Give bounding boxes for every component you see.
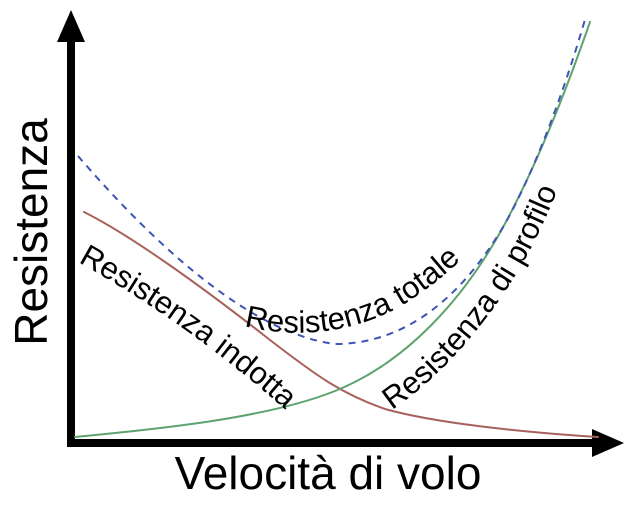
x-axis-label: Velocità di volo: [175, 447, 482, 499]
total-drag-curve: [77, 15, 587, 346]
x-axis-arrowhead-icon: [592, 429, 624, 457]
induced-drag-curve: [83, 211, 599, 438]
axes: [57, 10, 624, 457]
profile-drag-curve: [74, 21, 591, 438]
y-axis-arrowhead-icon: [57, 10, 85, 42]
y-axis-label: Resistenza: [5, 118, 57, 346]
